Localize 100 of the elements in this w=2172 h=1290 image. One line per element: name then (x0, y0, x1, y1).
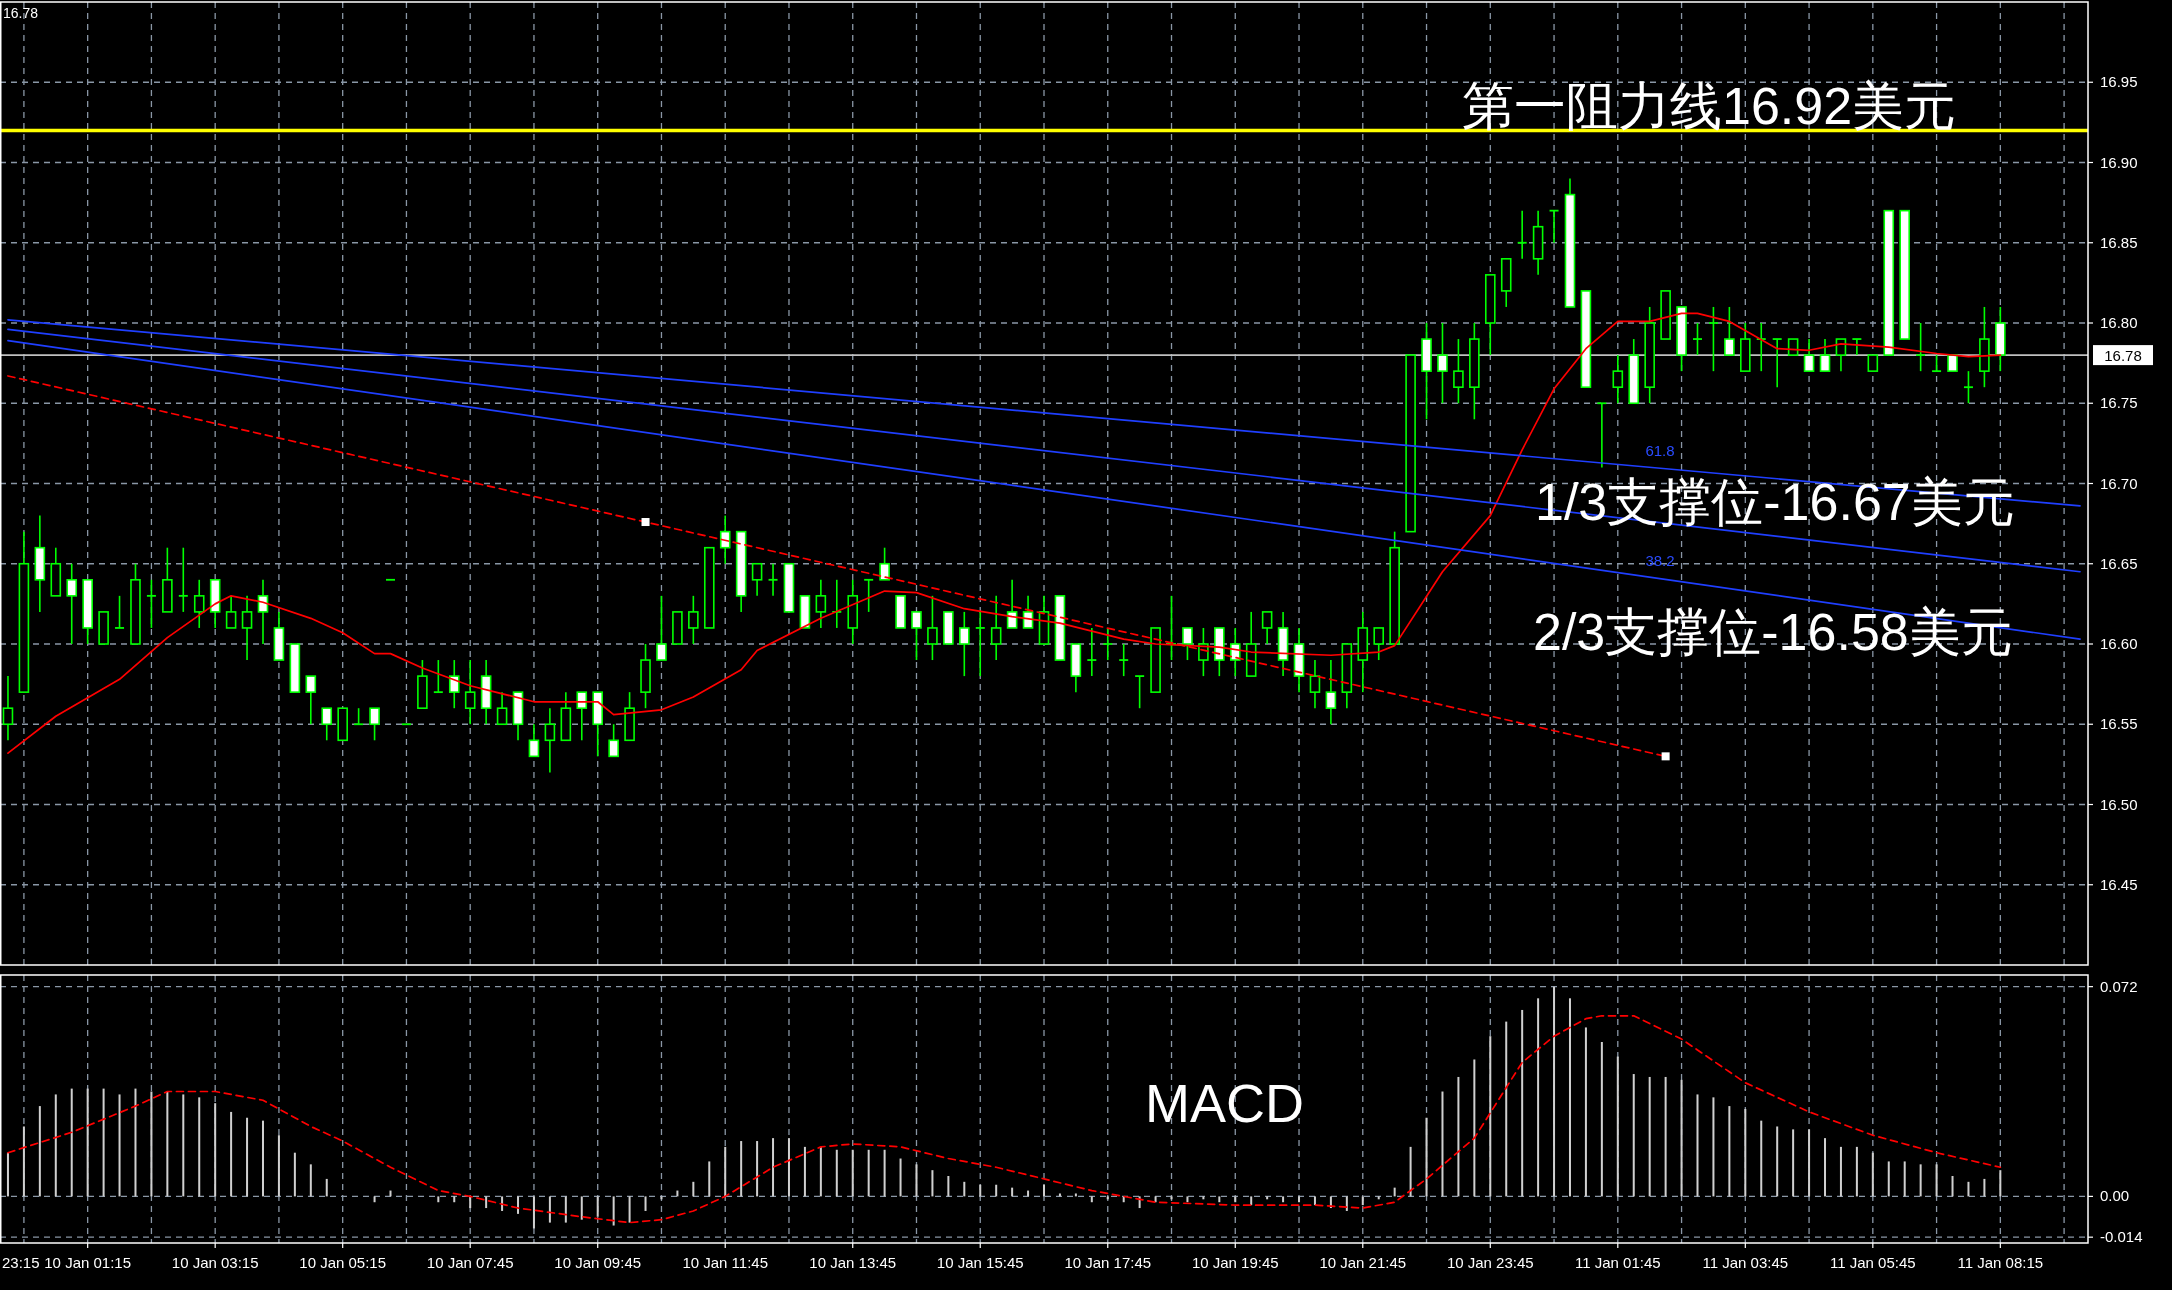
bar (1744, 1109, 1747, 1197)
bar (102, 1088, 105, 1197)
candlestick (1915, 322, 1927, 372)
y-tick-label: 16.50 (2100, 795, 2138, 813)
bar (1409, 1146, 1412, 1197)
candlestick (1453, 338, 1464, 405)
x-tick-label: 11 Jan 03:45 (1702, 1254, 1789, 1271)
bar (1202, 1196, 1205, 1200)
bar (1154, 1196, 1157, 1203)
annotation: 16.78 (3, 5, 39, 21)
bar (86, 1088, 89, 1197)
y-tick-label: 0.072 (2100, 977, 2138, 995)
bar (1600, 1042, 1603, 1197)
y-tick-label: 16.85 (2100, 233, 2138, 251)
bar (724, 1146, 727, 1197)
candlestick (1851, 338, 1863, 356)
annotation: MACD (1145, 1073, 1304, 1133)
candlestick (1182, 627, 1193, 661)
bar (54, 1094, 57, 1197)
x-tick-label: 10 Jan 05:15 (299, 1254, 387, 1271)
bar (1186, 1196, 1189, 1203)
bar (1951, 1176, 1954, 1197)
candlestick (1963, 370, 1974, 405)
candlestick (767, 562, 779, 597)
bar (453, 1196, 456, 1203)
candlestick (1708, 306, 1719, 372)
bar (851, 1149, 854, 1197)
bar (1058, 1193, 1061, 1197)
candlestick (432, 659, 444, 694)
candlestick (815, 579, 827, 629)
candlestick (177, 546, 189, 613)
bar (1696, 1094, 1699, 1197)
x-tick-label: 11 Jan 01:45 (1574, 1254, 1661, 1271)
candlestick (576, 691, 588, 742)
y-tick-label: 16.90 (2100, 153, 2138, 171)
candlestick (1819, 338, 1831, 372)
candlestick (66, 562, 78, 645)
bar (819, 1146, 822, 1197)
candlestick (464, 659, 476, 726)
bar (1473, 1059, 1476, 1197)
bar (1792, 1129, 1795, 1197)
candlestick (688, 595, 699, 645)
bar (1648, 1076, 1651, 1197)
candlestick (225, 595, 237, 629)
bar (628, 1196, 631, 1223)
x-tick-label: 11 Jan 05:45 (1830, 1254, 1916, 1271)
bar (1537, 998, 1540, 1197)
bar (692, 1181, 695, 1197)
bar (1568, 998, 1571, 1197)
bar (1824, 1138, 1827, 1197)
x-tick-label: 10 Jan 21:45 (1319, 1254, 1407, 1271)
candlestick (114, 595, 125, 629)
candlestick (1771, 338, 1783, 388)
x-tick-label: 10 Jan 01:15 (44, 1254, 132, 1271)
x-tick-label: 10 Jan 23:45 (1446, 1254, 1534, 1271)
candlestick (719, 514, 731, 565)
bar (1776, 1126, 1779, 1197)
candlestick (305, 675, 317, 726)
candlestick (911, 611, 922, 661)
bar (1074, 1193, 1077, 1197)
x-tick-label: 10 Jan 17:45 (1064, 1254, 1152, 1271)
x-tick-label: 10 Jan 11:45 (682, 1254, 769, 1271)
bar (1919, 1164, 1922, 1197)
candlestick (1516, 209, 1528, 260)
candlestick (1437, 322, 1448, 405)
candlestick (863, 578, 875, 613)
bar (1935, 1164, 1938, 1197)
bar (1393, 1187, 1396, 1197)
bar (803, 1146, 806, 1197)
bar (1106, 1196, 1109, 1200)
bar (437, 1196, 440, 1203)
bar (548, 1196, 551, 1223)
bar (612, 1196, 615, 1226)
bar (22, 1126, 25, 1197)
bar (1808, 1129, 1811, 1197)
candlestick (1548, 209, 1560, 244)
bar (1489, 1036, 1492, 1197)
bar (867, 1149, 870, 1197)
bar (1760, 1120, 1763, 1197)
bar (1553, 986, 1556, 1197)
candlestick (879, 546, 890, 581)
bar (915, 1164, 918, 1197)
bar (6, 1152, 9, 1197)
bar (1839, 1146, 1842, 1197)
candlestick (959, 611, 970, 677)
bar (1632, 1074, 1635, 1197)
bar (644, 1196, 647, 1211)
bar (325, 1178, 328, 1197)
bar (1170, 1196, 1173, 1200)
candlestick (1086, 627, 1098, 677)
annotation: 38.2 (1645, 552, 1675, 569)
bar (1441, 1091, 1444, 1197)
candlestick (1692, 322, 1703, 356)
candlestick (608, 723, 619, 758)
bar (1266, 1196, 1269, 1200)
bar (740, 1141, 743, 1197)
candlestick (241, 595, 253, 661)
candlestick (927, 595, 938, 661)
candlestick (990, 595, 1002, 661)
bar (1282, 1196, 1285, 1203)
